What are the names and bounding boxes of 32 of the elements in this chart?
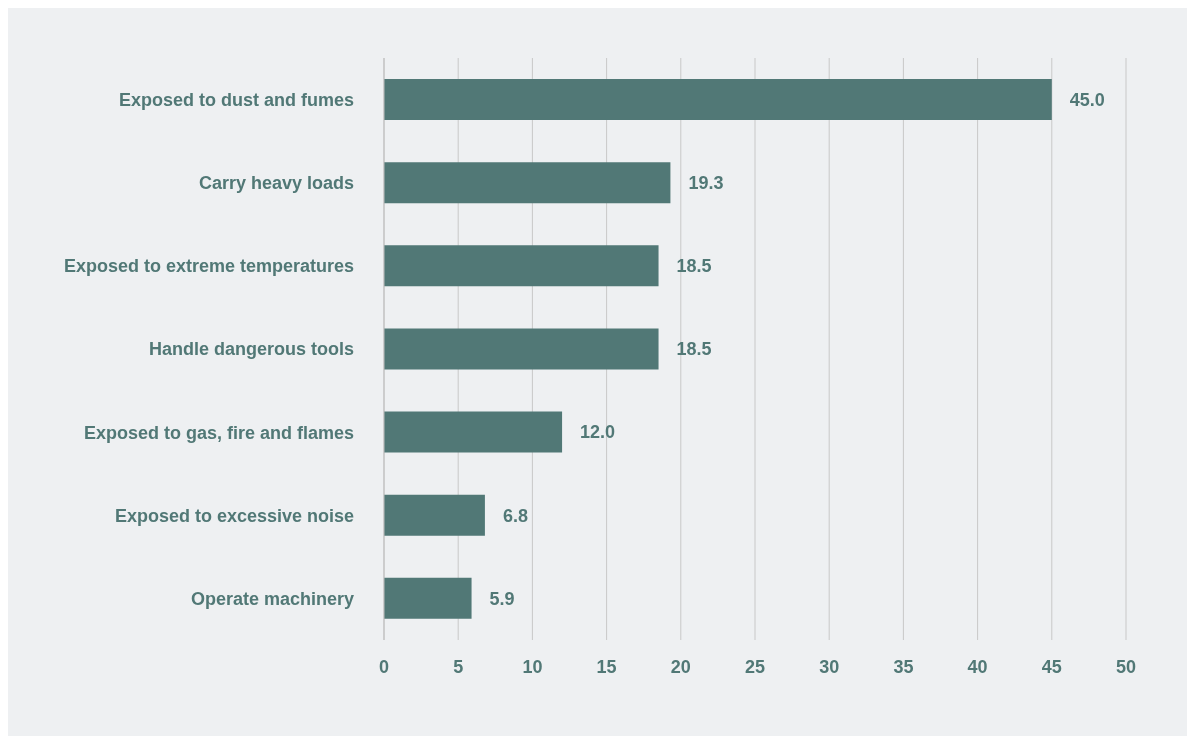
x-tick-label: 0 bbox=[378, 656, 390, 677]
x-tick-label: 35 bbox=[893, 656, 914, 677]
x-tick-label: 20 bbox=[670, 656, 691, 677]
data-label: 12.0 bbox=[580, 422, 616, 443]
y-tick-label: Exposed to excessive noise bbox=[114, 505, 354, 526]
x-tick-label: 40 bbox=[967, 656, 988, 677]
x-tick-label: 5 bbox=[453, 656, 464, 677]
y-tick-label: Exposed to gas, fire and flames bbox=[83, 422, 354, 443]
x-tick-label: 25 bbox=[744, 656, 766, 677]
x-tick-label: 15 bbox=[596, 656, 617, 677]
bar bbox=[384, 494, 485, 536]
data-label: 45.0 bbox=[1069, 89, 1105, 110]
data-label: 6.8 bbox=[502, 505, 528, 526]
x-tick-label: 50 bbox=[1115, 656, 1137, 677]
bar bbox=[384, 411, 563, 453]
y-tick-label: Exposed to dust and fumes bbox=[118, 89, 354, 110]
y-tick-label: Carry heavy loads bbox=[198, 173, 354, 194]
data-label: 18.5 bbox=[676, 339, 712, 360]
data-label: 19.3 bbox=[688, 173, 724, 194]
bar bbox=[384, 162, 671, 204]
x-tick-label: 30 bbox=[819, 656, 840, 677]
x-tick-label: 10 bbox=[522, 656, 543, 677]
x-tick-label: 45 bbox=[1041, 656, 1062, 677]
bar bbox=[384, 79, 1052, 120]
y-tick-label: Handle dangerous tools bbox=[148, 339, 354, 360]
y-tick-label: Operate machinery bbox=[190, 588, 354, 609]
data-label: 5.9 bbox=[489, 588, 515, 609]
bar bbox=[384, 245, 659, 287]
y-tick-label: Exposed to extreme temperatures bbox=[63, 256, 354, 277]
bar bbox=[384, 577, 472, 619]
data-label: 18.5 bbox=[676, 256, 712, 277]
bar bbox=[384, 328, 659, 370]
